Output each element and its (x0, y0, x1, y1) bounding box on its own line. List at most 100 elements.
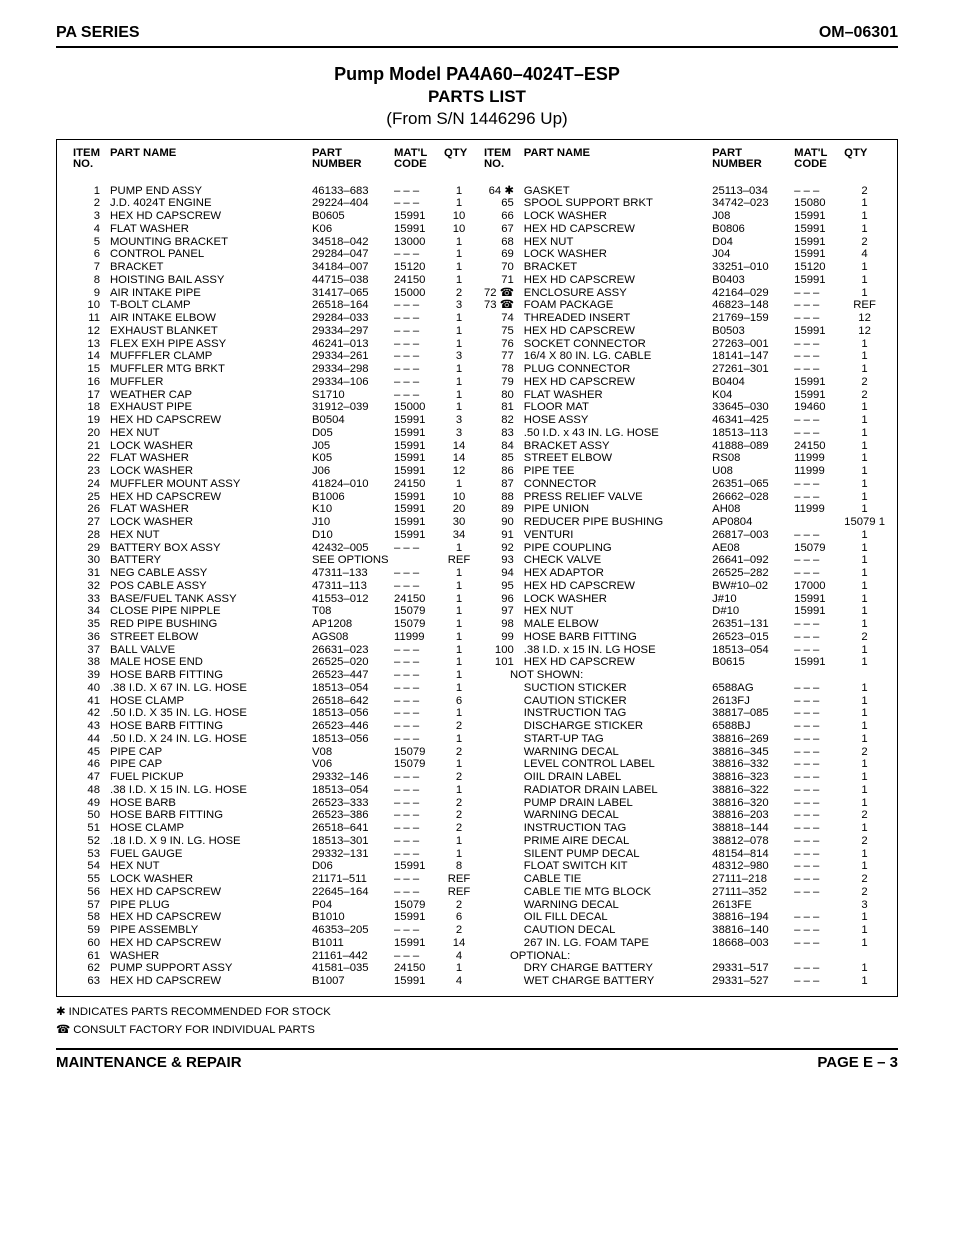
cell-matl-code: – – – (392, 644, 442, 657)
cell-matl-code: – – – (392, 835, 442, 848)
cell-matl-code: – – – (392, 924, 442, 937)
cell-qty: 1 (442, 185, 476, 198)
cell-matl-code: – – – (392, 312, 442, 325)
cell-part-name: SILENT PUMP DECAL (522, 848, 710, 861)
cell-qty: 1 (842, 707, 887, 720)
cell-item-no: 64 ✱ (482, 185, 522, 198)
cell-item-no: 38 (71, 656, 108, 669)
cell-part-name: MUFFFLER CLAMP (108, 350, 310, 363)
cell-matl-code: – – – (392, 325, 442, 338)
table-row: 60HEX HD CAPSCREWB10111599114 (71, 937, 476, 950)
cell-part-name: GASKET (522, 185, 710, 198)
cell-qty: 8 (442, 860, 476, 873)
cell-matl-code: – – – (392, 376, 442, 389)
parts-columns: ITEM NO. PART NAME PART NUMBER MAT'L COD… (71, 148, 887, 988)
cell-qty: 1 (842, 440, 887, 453)
cell-part-number: 41888–089 (710, 440, 792, 453)
table-row: DISCHARGE STICKER6588BJ– – –1 (482, 720, 887, 733)
cell-part-name: 16/4 X 80 IN. LG. CABLE (522, 350, 710, 363)
cell-item-no: 69 (482, 248, 522, 261)
cell-qty: 1 (442, 248, 476, 261)
cell-part-name: PLUG CONNECTOR (522, 363, 710, 376)
cell-qty: 1 (842, 287, 887, 300)
table-row: 10T-BOLT CLAMP26518–164– – –3 (71, 299, 476, 312)
table-row: OIL FILL DECAL38816–194– – –1 (482, 911, 887, 924)
cell-qty: 2 (842, 809, 887, 822)
table-row: 98MALE ELBOW26351–131– – –1 (482, 618, 887, 631)
cell-part-number: AP1208 (310, 618, 392, 631)
table-row: 6CONTROL PANEL29284–047– – –1 (71, 248, 476, 261)
table-row: WARNING DECAL2613FE3 (482, 899, 887, 912)
cell-part-name: HEX HD CAPSCREW (522, 376, 710, 389)
table-row: 57PIPE PLUGP04150792 (71, 899, 476, 912)
cell-part-number: B0503 (710, 325, 792, 338)
cell-qty: 1 (442, 848, 476, 861)
cell-part-name: PRIME AIRE DECAL (522, 835, 710, 848)
table-row: 89PIPE UNIONAH08119991 (482, 503, 887, 516)
cell-qty: 1 (842, 720, 887, 733)
cell-part-name: HOISTING BAIL ASSY (108, 274, 310, 287)
table-row: 267 IN. LG. FOAM TAPE18668–003– – –1 (482, 937, 887, 950)
cell-item-no: 44 (71, 733, 108, 746)
cell-part-number: BW#10–02 (710, 580, 792, 593)
cell-item-no: 19 (71, 414, 108, 427)
cell-item-no (482, 695, 522, 708)
cell-item-no: 100 (482, 644, 522, 657)
cell-matl-code: – – – (792, 886, 842, 899)
cell-qty: 1 (842, 784, 887, 797)
cell-qty: 1 (842, 529, 887, 542)
cell-matl-code: – – – (392, 350, 442, 363)
cell-part-number: J08 (710, 210, 792, 223)
cell-item-no (482, 809, 522, 822)
cell-part-name: LOCK WASHER (108, 873, 310, 886)
cell-matl-code: – – – (792, 860, 842, 873)
cell-part-number: 38817–085 (710, 707, 792, 720)
cell-qty: 10 (442, 210, 476, 223)
cell-item-no: 75 (482, 325, 522, 338)
table-row: 38MALE HOSE END26525–020– – –1 (71, 656, 476, 669)
cell-part-name: REDUCER PIPE BUSHING (522, 516, 710, 529)
cell-part-name: WET CHARGE BATTERY (522, 975, 710, 988)
table-row: WARNING DECAL38816–345– – –2 (482, 746, 887, 759)
cell-matl-code: – – – (392, 950, 442, 963)
table-row: 33BASE/FUEL TANK ASSY41553–012241501 (71, 593, 476, 606)
table-row: INSTRUCTION TAG38818–144– – –1 (482, 822, 887, 835)
cell-qty: 2 (842, 835, 887, 848)
table-row: 51HOSE CLAMP26518–641– – –2 (71, 822, 476, 835)
cell-part-name: HEX HD CAPSCREW (522, 223, 710, 236)
cell-matl-code: – – – (792, 312, 842, 325)
table-row: OIIL DRAIN LABEL38816–323– – –1 (482, 771, 887, 784)
cell-part-number: 38816–332 (710, 758, 792, 771)
cell-part-number: 22645–164 (310, 886, 392, 899)
notes: ✱ INDICATES PARTS RECOMMENDED FOR STOCK … (56, 1005, 898, 1039)
table-row: 39HOSE BARB FITTING26523–447– – –1 (71, 669, 476, 682)
cell-part-name: BASE/FUEL TANK ASSY (108, 593, 310, 606)
cell-matl-code: – – – (792, 618, 842, 631)
cell-qty: 1 (842, 911, 887, 924)
cell-part-number: B0806 (710, 223, 792, 236)
cell-qty: 1 (842, 567, 887, 580)
cell-part-number: 38816–320 (710, 797, 792, 810)
cell-part-name: FUEL GAUGE (108, 848, 310, 861)
cell-qty: 20 (442, 503, 476, 516)
section-row: OPTIONAL: (482, 950, 887, 963)
cell-part-number: 26631–023 (310, 644, 392, 657)
cell-qty: REF (442, 873, 476, 886)
table-row: 90REDUCER PIPE BUSHINGAP080415079 1 (482, 516, 887, 529)
cell-qty: 2 (442, 924, 476, 937)
cell-item-no: 37 (71, 644, 108, 657)
cell-part-number: D05 (310, 427, 392, 440)
cell-part-number: 27263–001 (710, 338, 792, 351)
cell-qty: 1 (842, 962, 887, 975)
cell-part-number: 26523–447 (310, 669, 392, 682)
cell-part-number: B0605 (310, 210, 392, 223)
cell-item-no: 68 (482, 236, 522, 249)
cell-part-name: RADIATOR DRAIN LABEL (522, 784, 710, 797)
cell-item-no (482, 962, 522, 975)
table-row: 53FUEL GAUGE29332–131– – –1 (71, 848, 476, 861)
section-row: NOT SHOWN: (482, 669, 887, 682)
cell-part-name: CONTROL PANEL (108, 248, 310, 261)
cell-qty: 1 (842, 491, 887, 504)
cell-item-no: 15 (71, 363, 108, 376)
cell-qty: 12 (842, 312, 887, 325)
